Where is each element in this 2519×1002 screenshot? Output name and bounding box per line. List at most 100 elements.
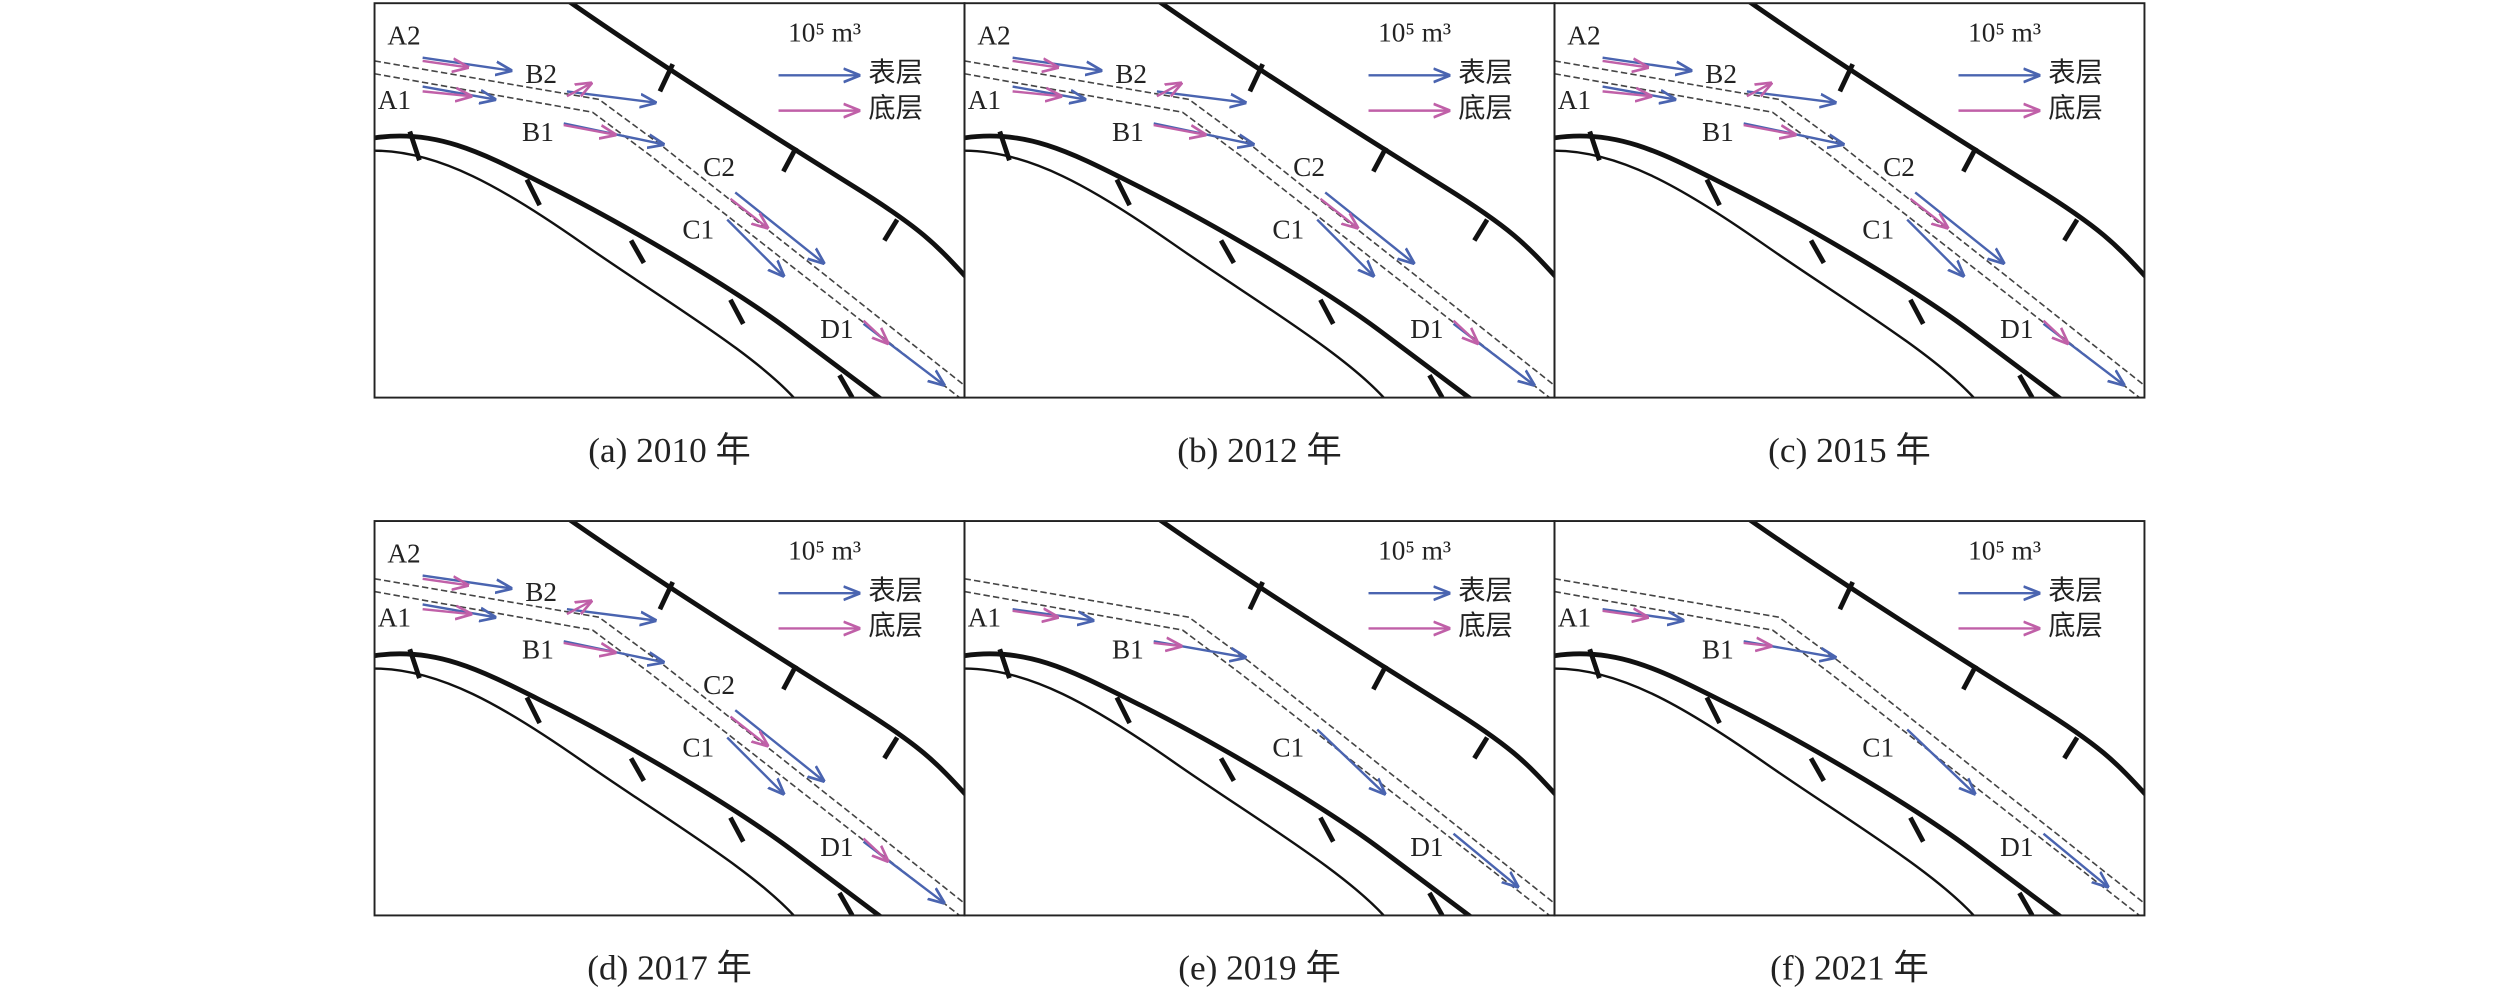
station-label: C1 — [1272, 733, 1304, 763]
legend-unit: 10⁵ m³ — [1968, 535, 2041, 565]
flow-arrow — [1012, 608, 1093, 620]
tick — [1427, 373, 1445, 398]
flow-arrow — [1602, 61, 1648, 67]
flow-arrow — [1602, 608, 1683, 620]
flow-arrow — [734, 191, 823, 263]
flow-arrow — [566, 83, 591, 96]
tick — [1247, 580, 1265, 611]
flow-arrow — [734, 709, 823, 781]
caption: (a) 2010 年 — [588, 431, 751, 470]
flow-arrow — [862, 319, 888, 343]
caption: (b) 2012 年 — [1177, 431, 1342, 470]
station-label: D1 — [820, 314, 853, 344]
bank — [1157, 3, 1555, 280]
legend-label: 表层 — [868, 58, 923, 88]
station-label: D1 — [2000, 314, 2033, 344]
legend-label: 底层 — [868, 611, 923, 641]
flow-arrow — [1906, 728, 1974, 793]
flow-arrow — [1156, 90, 1245, 102]
tick — [1587, 130, 1602, 162]
tick — [1808, 757, 1826, 782]
tick — [837, 891, 855, 916]
tick — [1837, 63, 1855, 93]
legend-unit: 10⁵ m³ — [1378, 18, 1451, 48]
tick — [1318, 816, 1336, 843]
station-label: D1 — [1410, 832, 1443, 862]
tick — [657, 580, 675, 611]
tick — [407, 130, 422, 162]
legend-label: 底层 — [1458, 611, 1513, 641]
channel — [964, 60, 1555, 387]
channel — [1554, 590, 2141, 916]
legend-label: 底层 — [868, 93, 923, 123]
flow-arrow — [2042, 319, 2067, 343]
tick — [997, 648, 1012, 679]
map — [964, 3, 1555, 398]
tick — [728, 298, 746, 325]
station-label: B1 — [1112, 635, 1144, 665]
station-label: B2 — [525, 577, 557, 607]
tick — [2017, 891, 2035, 916]
tick — [1218, 239, 1236, 265]
tick — [2062, 218, 2080, 242]
bank — [964, 651, 1473, 916]
flow-arrow — [1316, 218, 1373, 276]
map — [964, 521, 1555, 916]
flow-arrow — [422, 609, 471, 614]
tick — [1472, 736, 1490, 760]
station-label: A2 — [387, 21, 420, 51]
station-label: C2 — [703, 670, 735, 700]
flow-arrow — [566, 90, 655, 102]
bank — [1554, 149, 1976, 398]
tick — [728, 816, 746, 843]
tick — [1704, 696, 1722, 725]
flow-arrow — [563, 641, 615, 653]
flow-arrow — [566, 601, 591, 614]
flow-arrow — [422, 56, 511, 71]
caption: (e) 2019 年 — [1178, 949, 1341, 988]
tick — [628, 757, 646, 782]
channel — [374, 590, 961, 916]
legend-label: 表层 — [868, 575, 923, 605]
station-label: B1 — [1702, 635, 1734, 665]
tick — [837, 373, 855, 398]
bank — [374, 651, 884, 916]
flow-arrow — [1012, 56, 1101, 71]
channel — [1554, 60, 2145, 387]
flow-arrow — [726, 218, 783, 276]
tick — [1704, 178, 1722, 207]
flow-arrow — [1319, 197, 1357, 228]
legend-unit: 10⁵ m³ — [788, 18, 861, 48]
tick — [2017, 373, 2035, 398]
station-label: C1 — [682, 215, 714, 245]
channel — [374, 72, 961, 398]
channel — [374, 60, 965, 387]
tick — [1114, 696, 1132, 725]
tick — [1371, 664, 1389, 691]
channel — [964, 590, 1551, 916]
station-label: A1 — [1558, 85, 1591, 115]
station-label: A1 — [378, 603, 411, 633]
station-label: B1 — [522, 117, 554, 147]
channel — [374, 577, 965, 905]
tick — [1808, 239, 1826, 265]
flow-arrow — [1746, 90, 1835, 102]
flow-arrow — [1914, 191, 2003, 263]
station-label: A1 — [1558, 603, 1591, 633]
panel-frame — [1553, 2, 2146, 399]
legend-label: 表层 — [2048, 58, 2103, 88]
bank — [964, 667, 1386, 916]
tick — [524, 696, 542, 725]
tick — [781, 146, 799, 173]
station-label: C1 — [1862, 215, 1894, 245]
bank — [964, 133, 1473, 398]
station-label: C1 — [1272, 215, 1304, 245]
bank — [1554, 133, 2063, 398]
tick — [1427, 891, 1445, 916]
legend-unit: 10⁵ m³ — [788, 535, 861, 565]
tick — [657, 63, 675, 93]
flow-arrow — [1743, 643, 1771, 646]
tick — [2062, 736, 2080, 760]
